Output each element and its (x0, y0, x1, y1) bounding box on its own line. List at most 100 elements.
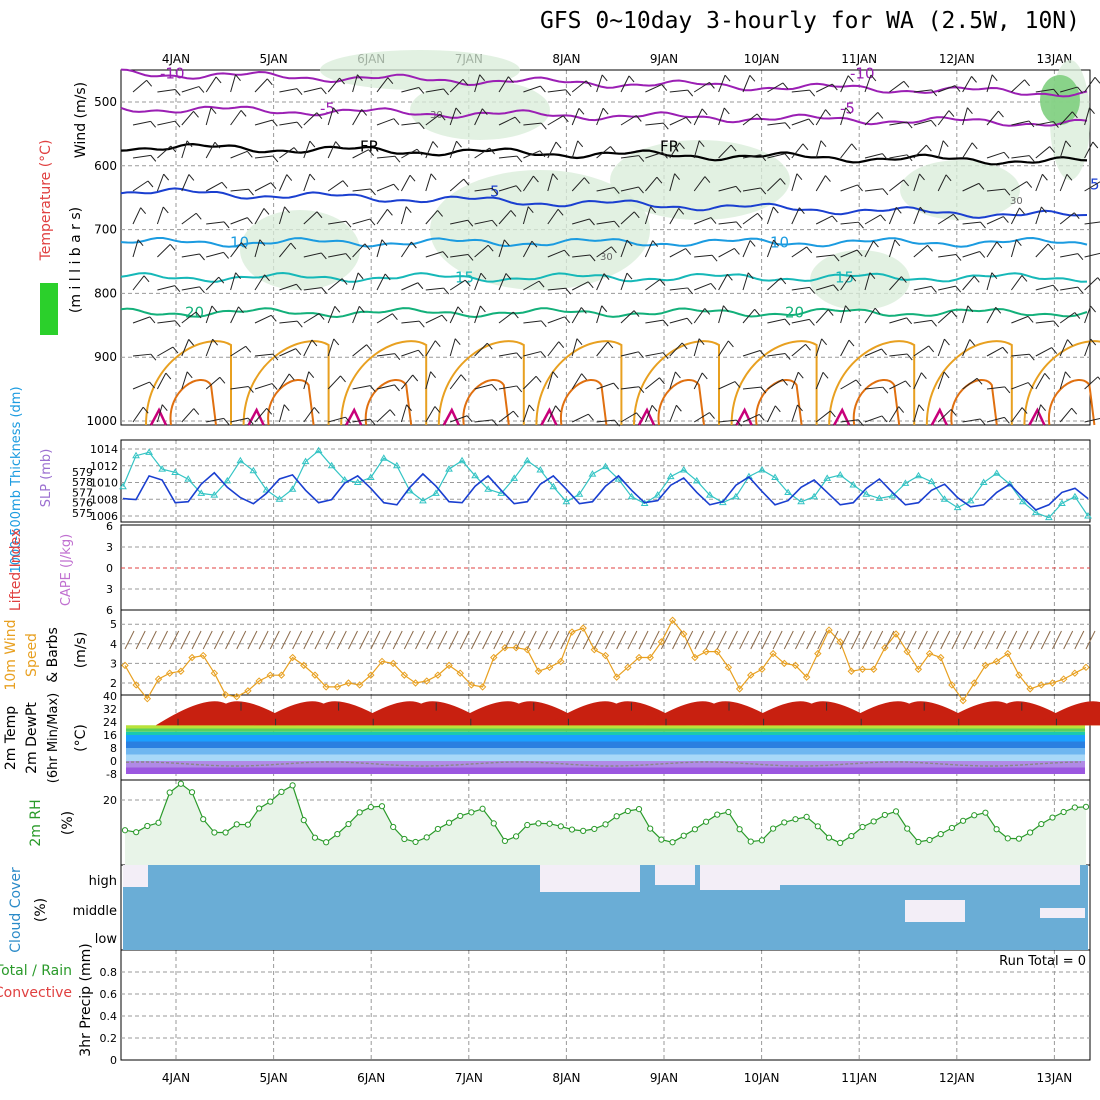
wind-barb (627, 630, 638, 650)
wind-barb (693, 108, 703, 126)
wind-barb (701, 108, 708, 116)
axis-label-3hr-precip: 3hr Precip (mm) (78, 943, 94, 1056)
wind-barb (589, 254, 596, 262)
wind-barb (1074, 312, 1081, 319)
wind-barb (950, 409, 957, 416)
wind-barb (1059, 339, 1068, 357)
wind-speed-point (780, 659, 788, 668)
wind-barb (1011, 181, 1027, 192)
wind-barb (132, 316, 151, 324)
wind-barb (318, 313, 325, 320)
wind-barb (247, 630, 258, 650)
wind-speed-point (233, 693, 241, 701)
temperature-area (936, 701, 1077, 726)
wind-barb (283, 404, 290, 411)
wind-barb (418, 320, 425, 328)
slp-point (249, 466, 258, 474)
wind-barb (711, 254, 718, 262)
wind-barb (685, 248, 692, 255)
wind-barb (308, 371, 315, 379)
wind-barb (847, 75, 854, 83)
rh-point (166, 789, 173, 796)
wind-barb (825, 109, 831, 116)
wind-barb (954, 85, 961, 92)
temperature-band (126, 735, 1085, 742)
wind-barb (638, 186, 644, 194)
wind-barb (698, 140, 705, 148)
wind-barb (345, 253, 352, 260)
wind-barb (734, 381, 741, 388)
wind-barb (230, 345, 247, 357)
wind-barb (797, 404, 803, 412)
wind-speed-point (1026, 685, 1034, 693)
wind-barb (254, 383, 273, 390)
wind-barb (370, 630, 381, 650)
rh-shading (240, 210, 360, 290)
rh-point (278, 788, 285, 795)
wind-barb (978, 183, 985, 190)
wind-barb (535, 375, 542, 383)
rh-point (1038, 820, 1045, 828)
wind-barb (986, 241, 998, 258)
wind-barb (757, 213, 763, 220)
wind-barb (620, 412, 637, 423)
wind-barb (526, 630, 537, 650)
wind-barb (998, 110, 1004, 118)
wind-barb (430, 173, 437, 181)
wind-barb (903, 179, 909, 187)
wind-barb (683, 630, 694, 650)
wind-barb (816, 284, 834, 291)
wind-barb (516, 155, 523, 163)
wind-barb (313, 407, 320, 414)
wind-barb (238, 306, 244, 314)
wind-barb (1021, 407, 1028, 414)
temperature-contour-label: 15 (455, 268, 474, 286)
wind-barb (669, 89, 688, 93)
slp-point (1031, 508, 1040, 516)
wind-barb (945, 174, 952, 182)
date-label-top: 10JAN (744, 52, 780, 66)
wind-barb (718, 381, 736, 390)
wind-barb (522, 206, 529, 225)
wind-barb (864, 348, 882, 357)
temperature-tick: 0 (110, 755, 117, 768)
rh-point (993, 826, 1000, 833)
wind-barb (749, 75, 756, 82)
rh-point (289, 782, 296, 789)
wind-barb (474, 384, 493, 390)
wind-speed-point (512, 644, 520, 652)
wind-barb (336, 630, 347, 650)
wind-barb (174, 89, 181, 96)
temperature-band (126, 741, 1085, 748)
wind-barb (415, 630, 425, 650)
wind-barb (747, 272, 754, 280)
wind-barb (659, 279, 666, 286)
wind-speed-point (311, 671, 319, 679)
rh-point (669, 839, 676, 846)
wind-barb (710, 217, 717, 224)
wind-barb (620, 239, 628, 258)
wind-barb (352, 74, 358, 93)
wind-barb (332, 107, 339, 115)
wind-speed-point (1048, 679, 1057, 687)
wind-barb (527, 206, 534, 213)
rh-point (457, 812, 464, 820)
wind-barb (587, 281, 594, 289)
slp-point (1071, 492, 1079, 500)
wind-barb (498, 410, 514, 423)
slp-point (823, 474, 832, 481)
wind-barb (1047, 243, 1054, 251)
cloud-gap (700, 865, 780, 890)
wind-barb (973, 275, 980, 283)
wind-barb (651, 404, 658, 412)
wind-barb (937, 409, 952, 423)
wind-barb (571, 413, 589, 423)
wind-barb (296, 88, 303, 95)
wind-barb (359, 630, 370, 650)
wind-barb (889, 380, 906, 390)
wind-barb (547, 249, 565, 258)
wind-barb (333, 338, 340, 346)
slp-series-line (122, 449, 1089, 519)
wind-barb (491, 219, 498, 227)
